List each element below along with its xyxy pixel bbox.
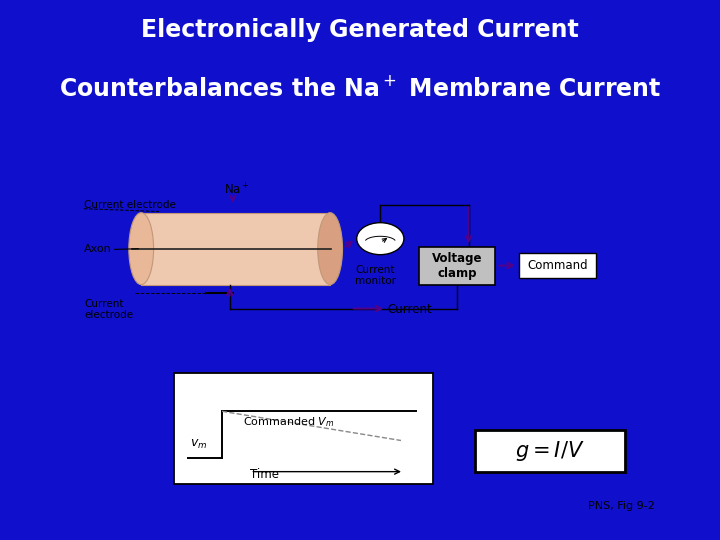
- Ellipse shape: [129, 213, 153, 285]
- Bar: [174, 373, 433, 484]
- Bar: [418, 247, 495, 285]
- Text: Na$^+$: Na$^+$: [224, 183, 250, 198]
- Text: Voltage
clamp: Voltage clamp: [432, 252, 482, 280]
- Text: Axon: Axon: [84, 245, 112, 254]
- Text: $g = I/V$: $g = I/V$: [516, 440, 585, 463]
- Text: Commanded $V_m$: Commanded $V_m$: [243, 416, 334, 429]
- Text: Counterbalances the Na$^+$ Membrane Current: Counterbalances the Na$^+$ Membrane Curr…: [59, 76, 661, 101]
- Text: Current electrode: Current electrode: [84, 200, 176, 210]
- Text: Current
electrode: Current electrode: [84, 299, 133, 320]
- Text: Current: Current: [387, 303, 432, 316]
- Circle shape: [356, 222, 404, 255]
- Text: Electronically Generated Current: Electronically Generated Current: [141, 18, 579, 42]
- Text: $v_m$: $v_m$: [190, 438, 207, 451]
- Ellipse shape: [318, 213, 343, 285]
- Text: Command: Command: [527, 259, 588, 272]
- Text: Time: Time: [251, 468, 279, 482]
- Text: Current
monitor: Current monitor: [355, 265, 396, 286]
- Bar: [519, 253, 596, 278]
- Bar: [474, 430, 625, 472]
- Text: PNS, Fig 9-2: PNS, Fig 9-2: [588, 501, 655, 511]
- Polygon shape: [141, 213, 330, 285]
